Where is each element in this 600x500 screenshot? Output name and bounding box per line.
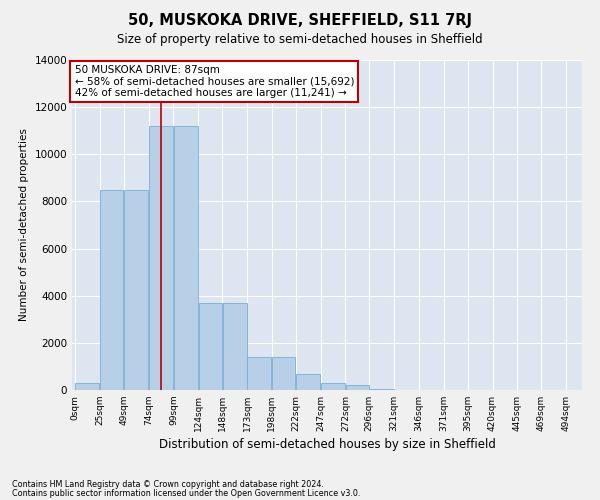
Bar bbox=[223, 303, 247, 390]
X-axis label: Distribution of semi-detached houses by size in Sheffield: Distribution of semi-detached houses by … bbox=[158, 438, 496, 451]
Y-axis label: Number of semi-detached properties: Number of semi-detached properties bbox=[19, 128, 29, 322]
Bar bbox=[247, 357, 271, 390]
Text: Contains HM Land Registry data © Crown copyright and database right 2024.: Contains HM Land Registry data © Crown c… bbox=[12, 480, 324, 489]
Bar bbox=[296, 374, 320, 390]
Bar bbox=[370, 389, 394, 390]
Text: Size of property relative to semi-detached houses in Sheffield: Size of property relative to semi-detach… bbox=[117, 32, 483, 46]
Bar bbox=[76, 383, 100, 390]
Bar bbox=[100, 190, 123, 390]
Text: Contains public sector information licensed under the Open Government Licence v3: Contains public sector information licen… bbox=[12, 488, 361, 498]
Bar bbox=[149, 126, 173, 390]
Bar bbox=[321, 383, 345, 390]
Bar bbox=[199, 303, 222, 390]
Bar bbox=[124, 190, 148, 390]
Text: 50, MUSKOKA DRIVE, SHEFFIELD, S11 7RJ: 50, MUSKOKA DRIVE, SHEFFIELD, S11 7RJ bbox=[128, 12, 472, 28]
Text: 50 MUSKOKA DRIVE: 87sqm
← 58% of semi-detached houses are smaller (15,692)
42% o: 50 MUSKOKA DRIVE: 87sqm ← 58% of semi-de… bbox=[74, 65, 354, 98]
Bar bbox=[346, 386, 369, 390]
Bar bbox=[174, 126, 198, 390]
Bar bbox=[272, 357, 295, 390]
